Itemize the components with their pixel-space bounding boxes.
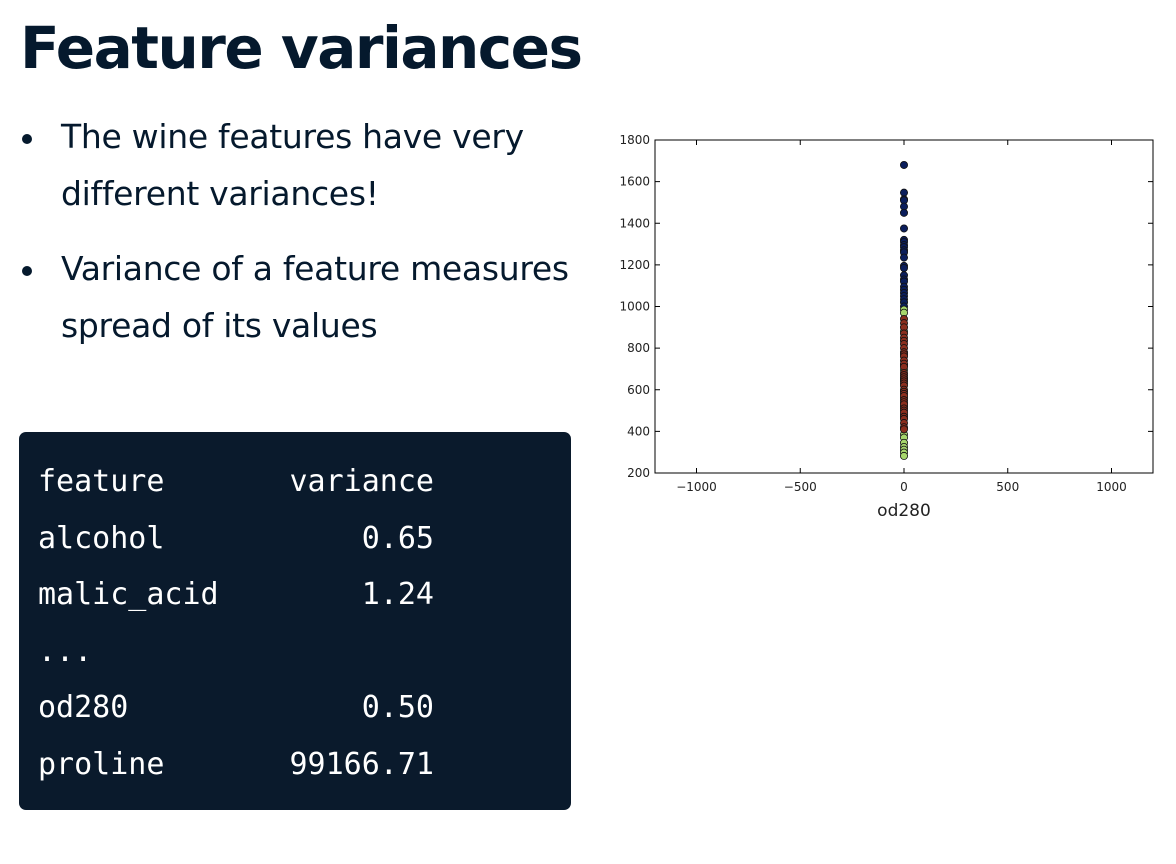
data-point xyxy=(899,224,908,233)
feature-cell: alcohol xyxy=(38,520,165,556)
y-tick-label: 200 xyxy=(627,466,650,480)
x-tick-label: −1000 xyxy=(676,480,717,494)
y-tick-label: 1200 xyxy=(619,258,650,272)
scatter-chart: 200 400 600 800 1000 1200 1400 1600 1800 −1000 −50… xyxy=(619,133,1154,521)
table-row: alcohol 0.65 xyxy=(38,511,571,568)
y-tick-label: 600 xyxy=(627,383,650,397)
table-row: ... xyxy=(38,624,571,681)
data-point xyxy=(899,160,908,169)
x-axis-label: od280 xyxy=(877,501,931,521)
data-point xyxy=(899,188,908,197)
header-feature: feature xyxy=(38,464,165,499)
data-point xyxy=(899,263,908,272)
variance-cell: 1.24 xyxy=(361,577,434,612)
y-tick-label: 800 xyxy=(627,341,650,355)
y-tick-label: 1400 xyxy=(619,216,650,230)
variance-cell: 99166.71 xyxy=(289,746,435,782)
y-tick-label: 1000 xyxy=(619,300,650,314)
variance-cell xyxy=(276,624,434,681)
bullet-dot-icon xyxy=(22,134,32,144)
y-tick-label: 1600 xyxy=(619,175,650,189)
x-tick-label: 1000 xyxy=(1096,480,1127,494)
page-title: Feature variances xyxy=(20,14,583,82)
feature-cell: ... xyxy=(38,633,93,669)
variance-table: feature variance alcohol 0.65 malic_acid… xyxy=(19,432,571,810)
table-row: malic_acid 1.24 xyxy=(38,567,571,624)
feature-cell: malic_acid xyxy=(38,577,219,612)
y-tick-label: 400 xyxy=(627,424,650,438)
data-point xyxy=(899,208,908,217)
table-header-row: feature variance xyxy=(38,454,571,511)
bullet-list: The wine features have very different va… xyxy=(20,108,580,372)
table-row: proline 99166.71 xyxy=(38,737,571,794)
bullet-text: Variance of a feature measures spread of… xyxy=(61,249,569,345)
y-tick-label: 1800 xyxy=(619,133,650,147)
bullet-item: Variance of a feature measures spread of… xyxy=(20,240,580,354)
bullet-text: The wine features have very different va… xyxy=(61,117,524,213)
variance-cell: 0.50 xyxy=(361,690,434,725)
feature-cell: od280 xyxy=(38,690,129,725)
x-tick-label: 500 xyxy=(996,480,1019,494)
x-tick-label: 0 xyxy=(900,480,908,494)
bullet-item: The wine features have very different va… xyxy=(20,108,580,222)
data-point xyxy=(899,253,908,262)
variance-cell: 0.65 xyxy=(361,520,434,556)
feature-cell: proline xyxy=(38,746,165,782)
data-point xyxy=(899,425,908,434)
data-point xyxy=(899,451,908,460)
table-row: od280 0.50 xyxy=(38,680,571,737)
x-tick-label: −500 xyxy=(784,480,817,494)
header-variance: variance xyxy=(289,464,435,499)
bullet-dot-icon xyxy=(22,266,32,276)
